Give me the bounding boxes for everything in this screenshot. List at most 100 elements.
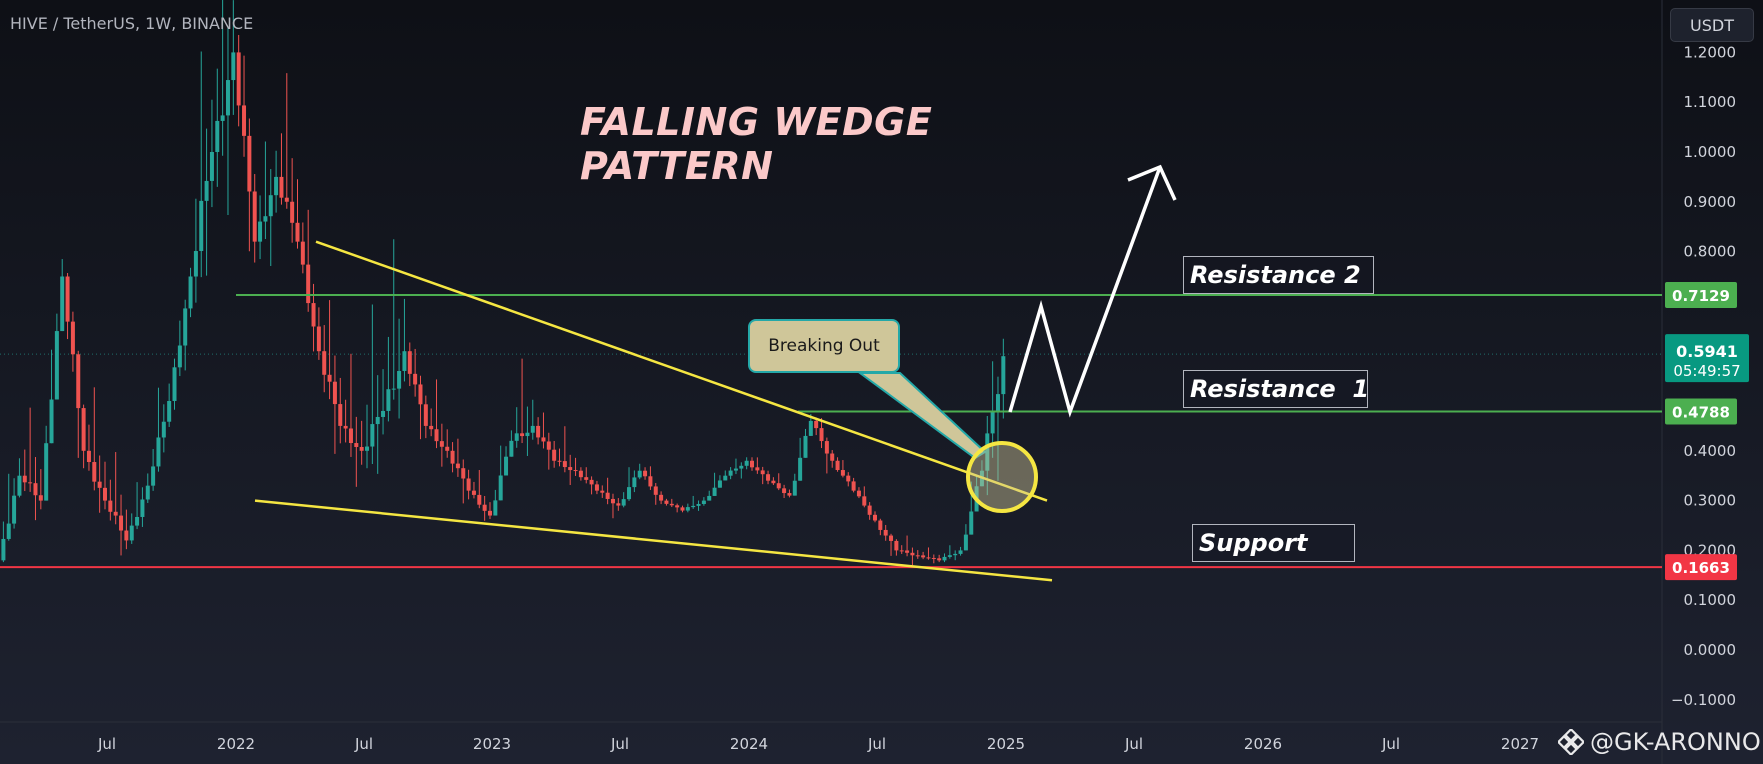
candle-body <box>627 487 632 500</box>
candle-body <box>423 404 428 426</box>
price-tag-label: 0.1663 <box>1672 559 1730 577</box>
candle-body <box>108 500 113 512</box>
candle-body <box>236 52 241 106</box>
x-tick-label: 2024 <box>730 735 768 753</box>
candle-body <box>332 381 337 405</box>
candle-body <box>204 180 209 201</box>
candle-body <box>787 493 792 496</box>
support-label: Support <box>1192 524 1355 562</box>
x-tick-label: 2022 <box>217 735 255 753</box>
callout-pointer <box>856 372 987 460</box>
candle-body <box>504 456 509 476</box>
candle-body <box>648 476 653 487</box>
candle-body <box>434 429 439 442</box>
x-tick-label: Jul <box>1124 735 1143 753</box>
candle-body <box>691 505 696 508</box>
candle-body <box>675 505 680 508</box>
candle-body <box>54 331 59 400</box>
candle-body <box>905 550 910 553</box>
candle-body <box>600 490 605 493</box>
candle-body <box>167 401 172 422</box>
candle-body <box>707 495 712 501</box>
y-tick-label: 0.9000 <box>1684 193 1737 211</box>
candle-body <box>220 115 225 121</box>
candle-body <box>119 515 124 531</box>
resistance-2-label: Resistance 2 <box>1183 256 1374 294</box>
candle-body <box>680 507 685 511</box>
candle-body <box>942 556 947 561</box>
candle-body <box>354 443 359 447</box>
y-tick-label: 1.2000 <box>1684 43 1737 61</box>
candle-body <box>755 467 760 471</box>
candle-body <box>803 435 808 458</box>
candle-body <box>766 474 771 481</box>
candle-body <box>541 437 546 442</box>
y-tick-label: 0.4000 <box>1684 442 1737 460</box>
candle-body <box>824 441 829 454</box>
resistance-1-label: Resistance 1 <box>1183 370 1369 408</box>
candle-body <box>418 384 423 405</box>
candle-body <box>439 441 444 447</box>
currency-button[interactable]: USDT <box>1670 8 1754 42</box>
candle-body <box>760 470 765 475</box>
candle-body <box>129 525 134 541</box>
candle-body <box>717 480 722 488</box>
candle-body <box>487 510 492 516</box>
candle-body <box>140 499 145 517</box>
candle-body <box>584 477 589 480</box>
x-tick-label: Jul <box>610 735 629 753</box>
candle-body <box>862 496 867 506</box>
candle-body <box>172 367 177 401</box>
candle-body <box>461 468 466 479</box>
x-tick-label: Jul <box>1381 735 1400 753</box>
candle-body <box>199 200 204 252</box>
candle-body <box>290 201 295 223</box>
candle-body <box>546 441 551 450</box>
candle-body <box>669 503 674 506</box>
projection-arrowhead <box>1127 164 1177 201</box>
y-tick-label: −0.1000 <box>1671 691 1736 709</box>
candle-body <box>397 370 402 389</box>
candle-body <box>92 462 97 482</box>
candle-body <box>525 432 530 437</box>
binance-logo-icon <box>1558 729 1584 755</box>
candle-body <box>530 425 535 433</box>
candle-body <box>381 410 386 417</box>
candle-body <box>359 446 364 451</box>
breakout-circle <box>966 441 1038 513</box>
candle-body <box>12 495 17 524</box>
y-tick-label: 0.8000 <box>1684 243 1737 261</box>
candle-body <box>867 505 872 515</box>
candle-body <box>771 480 776 484</box>
candle-body <box>910 552 915 556</box>
candle-body <box>589 479 594 485</box>
candle-body <box>744 460 749 466</box>
candle-body <box>610 498 615 504</box>
candle-body <box>231 52 236 81</box>
candle-body <box>97 481 102 488</box>
candle-body <box>578 470 583 478</box>
candle-body <box>247 135 252 192</box>
x-tick-label: 2025 <box>987 735 1025 753</box>
candle-body <box>664 500 669 504</box>
candle-body <box>1 538 6 561</box>
candle-body <box>723 475 728 481</box>
current-price-tag <box>1665 334 1749 383</box>
candle-body <box>44 443 49 501</box>
candle-body <box>739 465 744 469</box>
candle-body <box>621 499 626 506</box>
candle-body <box>413 373 418 385</box>
candle-body <box>252 191 257 242</box>
price-tag-label: 0.7129 <box>1672 287 1730 305</box>
candle-body <box>856 490 861 497</box>
candle-body <box>348 428 353 444</box>
candle-body <box>493 500 498 516</box>
candle-body <box>284 197 289 202</box>
candle-body <box>311 303 316 327</box>
candle-body <box>969 511 974 535</box>
candle-body <box>1001 356 1006 395</box>
candle-body <box>482 504 487 511</box>
candle-body <box>17 475 22 496</box>
